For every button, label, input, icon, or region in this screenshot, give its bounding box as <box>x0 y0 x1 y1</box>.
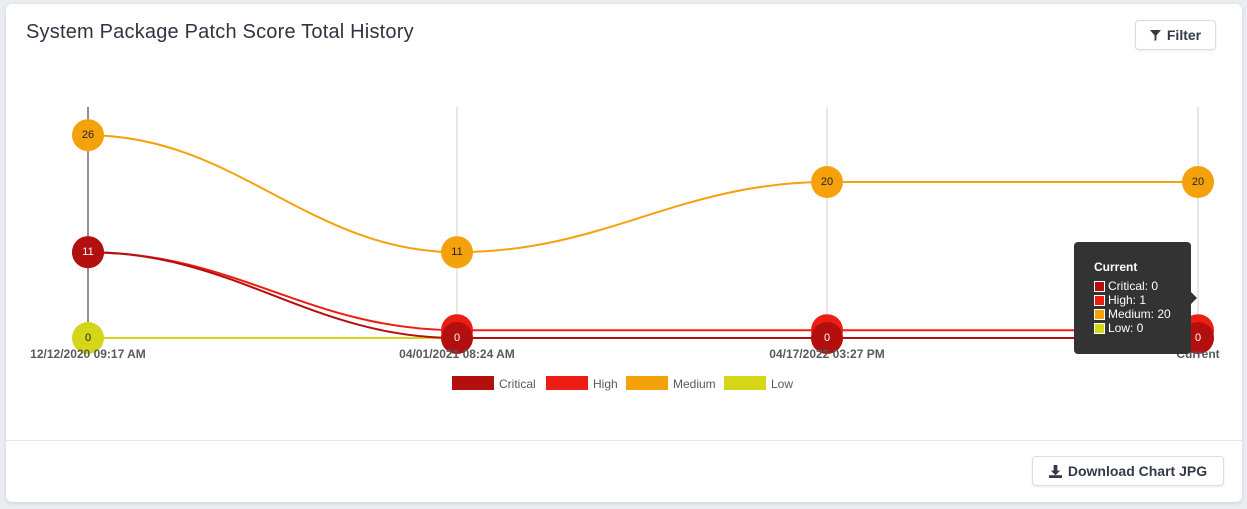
x-tick-label: 04/17/2022 03:27 PM <box>769 347 884 361</box>
download-icon <box>1048 464 1062 478</box>
point-medium <box>72 119 104 152</box>
point-label: 0 <box>824 332 830 344</box>
tooltip-label: High: 1 <box>1108 293 1147 307</box>
point-medium <box>811 166 843 198</box>
x-tick-label: 04/01/2021 08:24 AM <box>399 347 515 361</box>
tooltip-label: Low: 0 <box>1108 321 1144 335</box>
tooltip-swatch <box>1094 294 1105 306</box>
chart-card: System Package Patch Score Total History… <box>6 4 1242 502</box>
point-label: 0 <box>454 332 460 344</box>
tooltip-swatch <box>1094 308 1105 320</box>
card-divider <box>6 440 1242 441</box>
tooltip-label: Medium: 20 <box>1108 307 1171 321</box>
tooltip-row: Low: 0 <box>1094 321 1191 335</box>
point-critical <box>811 322 843 354</box>
tooltip-label: Critical: 0 <box>1108 279 1159 293</box>
point-critical <box>441 322 473 354</box>
point-label: 0 <box>1195 332 1201 344</box>
point-low <box>72 322 104 354</box>
legend-label-medium: Medium <box>673 377 716 391</box>
tooltip-row: Medium: 20 <box>1094 307 1191 321</box>
download-chart-button[interactable]: Download Chart JPG <box>1032 456 1224 486</box>
filter-button-label: Filter <box>1166 27 1202 43</box>
point-label: 20 <box>1192 176 1204 188</box>
tooltip-row: Critical: 0 <box>1094 279 1191 293</box>
filter-button[interactable]: Filter <box>1135 20 1216 50</box>
legend-label-low: Low <box>771 377 793 391</box>
point-label: 20 <box>821 176 833 188</box>
card-title: System Package Patch Score Total History <box>26 21 414 43</box>
point-critical <box>72 236 104 269</box>
point-label: 11 <box>451 246 462 258</box>
point-label: 11 <box>82 246 93 258</box>
x-tick-label: 12/12/2020 09:17 AM <box>30 347 146 361</box>
series-line-high <box>87 251 1198 332</box>
series-line-medium <box>87 134 1198 254</box>
point-medium <box>441 236 473 269</box>
series-line-critical <box>87 251 1198 340</box>
filter-icon <box>1149 29 1161 41</box>
legend-swatch-critical <box>452 376 494 390</box>
legend-label-critical: Critical <box>499 377 536 391</box>
point-medium <box>1182 166 1214 198</box>
line-chart: 26 11 20 20 11 0 0 0 0 12/12/2020 09:17 AM 04/01/2… <box>30 107 1220 391</box>
legend-swatch-medium <box>626 376 668 390</box>
point-label: 26 <box>82 129 94 141</box>
tooltip-title: Current <box>1094 260 1138 274</box>
tooltip-swatch <box>1094 280 1105 292</box>
legend-swatch-low <box>724 376 766 390</box>
chart-tooltip: Current Critical: 0 High: 1 Medium: 20 Low:… <box>1074 242 1197 354</box>
tooltip-swatch <box>1094 322 1105 334</box>
point-label: 0 <box>85 332 91 344</box>
tooltip-row: High: 1 <box>1094 293 1191 307</box>
legend-swatch-high <box>546 376 588 390</box>
legend-label-high: High <box>593 377 618 391</box>
download-button-label: Download Chart JPG <box>1067 463 1208 479</box>
